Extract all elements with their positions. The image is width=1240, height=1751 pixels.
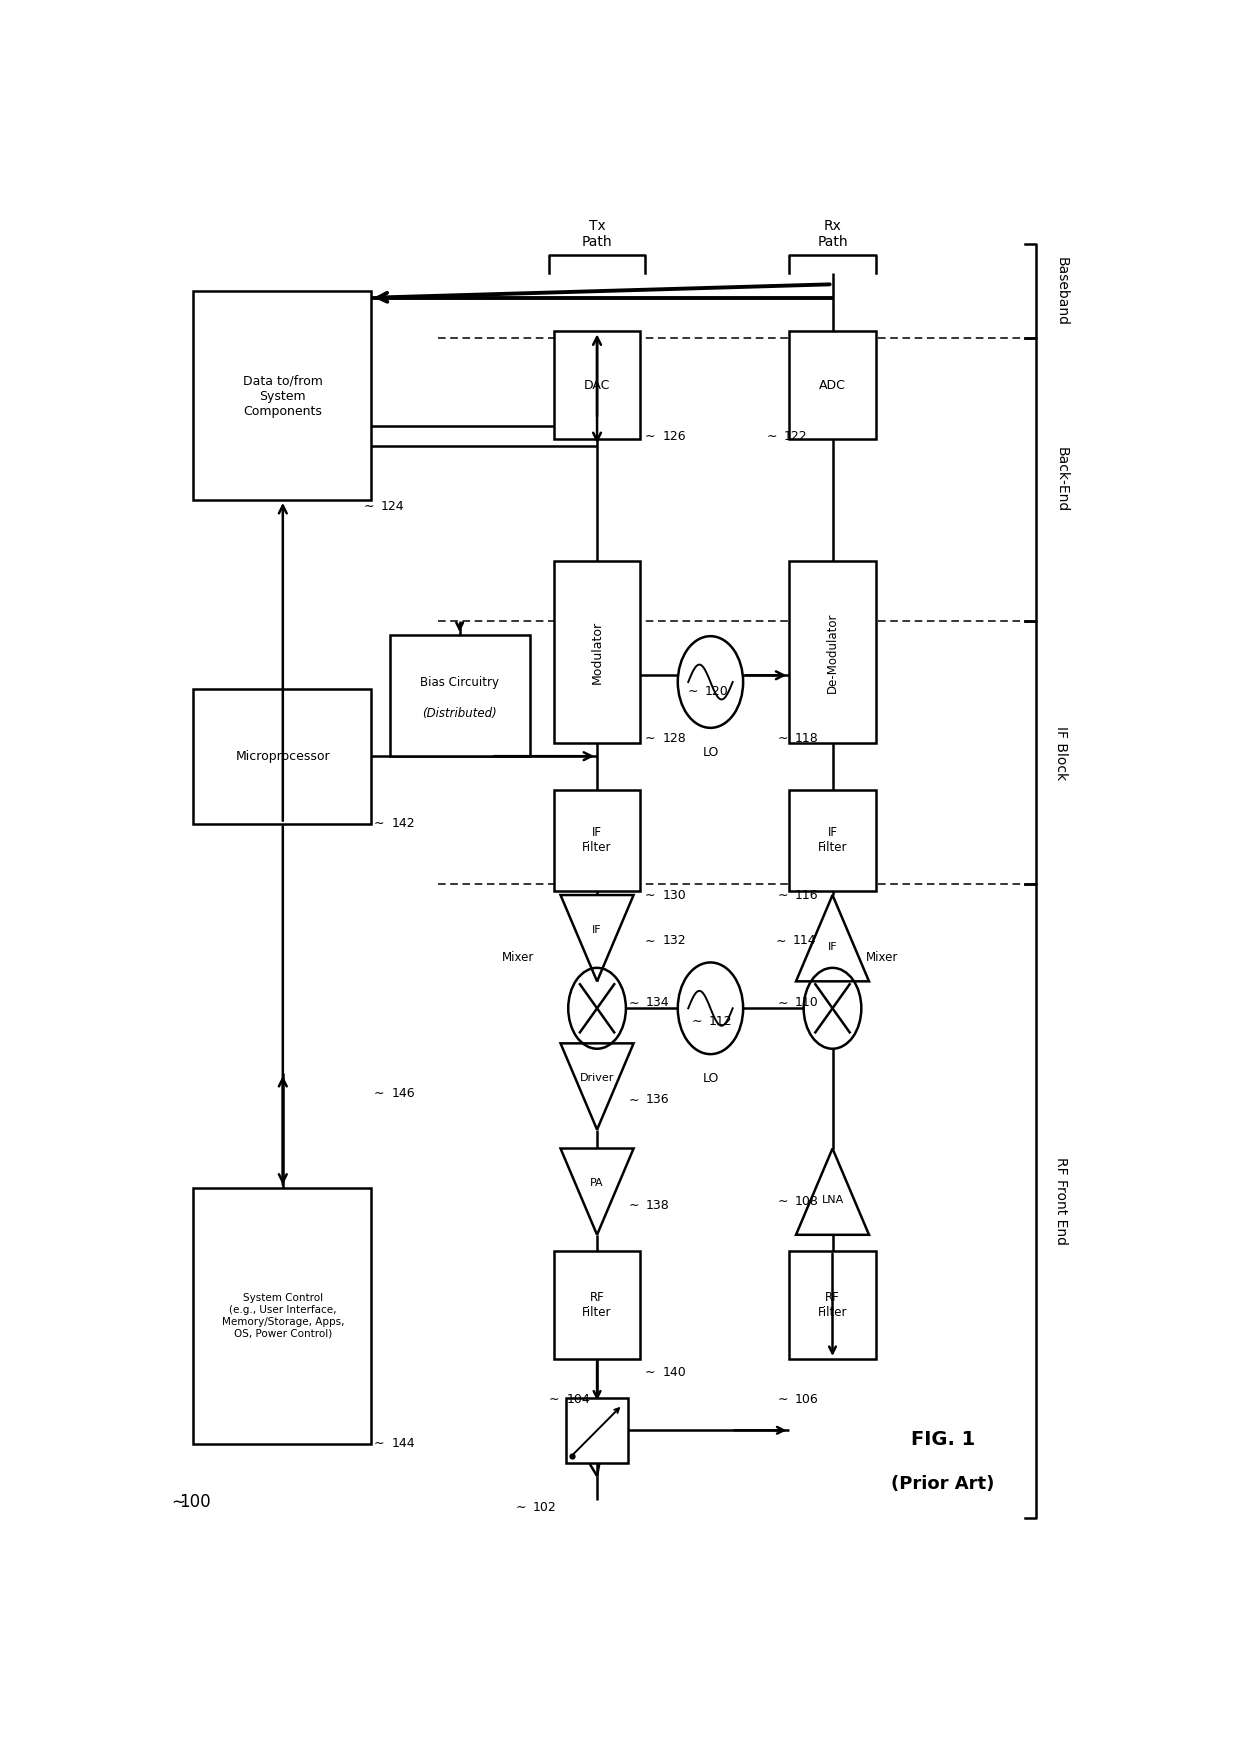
Text: PA: PA [590, 1178, 604, 1187]
FancyBboxPatch shape [193, 1187, 371, 1445]
Text: ADC: ADC [820, 378, 846, 392]
Text: IF
Filter: IF Filter [583, 826, 611, 854]
Text: RF
Filter: RF Filter [817, 1290, 847, 1319]
Text: 132: 132 [662, 935, 686, 947]
Text: 100: 100 [179, 1494, 211, 1511]
Text: Baseband: Baseband [1054, 256, 1068, 326]
Polygon shape [560, 1044, 634, 1129]
Text: 144: 144 [392, 1438, 415, 1450]
Text: LO: LO [702, 1072, 719, 1086]
FancyBboxPatch shape [789, 331, 875, 440]
Text: RF
Filter: RF Filter [583, 1290, 611, 1319]
FancyBboxPatch shape [789, 560, 875, 742]
Text: 126: 126 [662, 431, 686, 443]
Polygon shape [796, 1149, 869, 1234]
Text: 138: 138 [646, 1199, 670, 1212]
Text: 112: 112 [708, 1016, 732, 1028]
Text: ∼: ∼ [777, 888, 789, 902]
Text: ∼: ∼ [777, 732, 789, 746]
Text: LO: LO [702, 746, 719, 758]
Text: Bias Circuitry: Bias Circuitry [420, 676, 500, 688]
Text: Driver: Driver [580, 1073, 614, 1082]
Text: 118: 118 [795, 732, 818, 746]
Text: IF
Filter: IF Filter [817, 826, 847, 854]
Text: 122: 122 [784, 431, 807, 443]
Text: System Control
(e.g., User Interface,
Memory/Storage, Apps,
OS, Power Control): System Control (e.g., User Interface, Me… [222, 1294, 343, 1338]
Text: De-Modulator: De-Modulator [826, 613, 839, 693]
Polygon shape [796, 895, 869, 981]
Text: Mixer: Mixer [502, 951, 534, 963]
FancyBboxPatch shape [554, 560, 640, 742]
Text: ∼: ∼ [374, 1087, 384, 1100]
Text: Tx
Path: Tx Path [582, 219, 613, 249]
FancyBboxPatch shape [565, 1397, 629, 1462]
Text: ∼: ∼ [691, 1016, 702, 1028]
Text: Data to/from
System
Components: Data to/from System Components [243, 375, 322, 418]
Text: ∼: ∼ [776, 935, 786, 947]
Text: 136: 136 [646, 1093, 670, 1107]
Text: IF Block: IF Block [1054, 725, 1068, 779]
Text: ∼: ∼ [374, 1438, 384, 1450]
Text: 102: 102 [533, 1501, 557, 1513]
Text: 146: 146 [392, 1087, 415, 1100]
Text: ∼: ∼ [549, 1392, 559, 1406]
Polygon shape [560, 895, 634, 981]
Text: ∼: ∼ [645, 732, 656, 746]
Text: 130: 130 [662, 888, 686, 902]
Text: ∼: ∼ [629, 1199, 640, 1212]
Text: ∼: ∼ [645, 935, 656, 947]
Text: 108: 108 [795, 1194, 818, 1208]
Text: ∼: ∼ [516, 1501, 526, 1513]
Text: 114: 114 [794, 935, 817, 947]
Text: ∼: ∼ [777, 996, 789, 1009]
Text: 106: 106 [795, 1392, 818, 1406]
Text: 104: 104 [567, 1392, 590, 1406]
Text: ∼: ∼ [777, 1392, 789, 1406]
Text: ∼: ∼ [629, 1093, 640, 1107]
Text: 116: 116 [795, 888, 818, 902]
Text: 140: 140 [662, 1366, 686, 1378]
FancyBboxPatch shape [554, 1250, 640, 1359]
Text: ∼: ∼ [629, 996, 640, 1009]
Text: ∼: ∼ [777, 1194, 789, 1208]
Text: Microprocessor: Microprocessor [236, 749, 330, 763]
FancyBboxPatch shape [789, 790, 875, 891]
Polygon shape [560, 1149, 634, 1234]
Text: 120: 120 [704, 685, 728, 699]
Text: Mixer: Mixer [866, 951, 899, 963]
Text: DAC: DAC [584, 378, 610, 392]
Text: IF: IF [593, 925, 601, 935]
Text: 142: 142 [392, 818, 415, 830]
Text: ∼: ∼ [171, 1494, 185, 1511]
FancyBboxPatch shape [554, 790, 640, 891]
Text: Modulator: Modulator [590, 622, 604, 685]
Text: 124: 124 [381, 501, 404, 513]
Text: (Prior Art): (Prior Art) [892, 1476, 994, 1494]
FancyBboxPatch shape [789, 1250, 875, 1359]
Text: ∼: ∼ [374, 818, 384, 830]
Text: 128: 128 [662, 732, 686, 746]
Text: LNA: LNA [821, 1196, 843, 1205]
Text: ∼: ∼ [645, 1366, 656, 1378]
Text: RF Front End: RF Front End [1054, 1157, 1068, 1245]
FancyBboxPatch shape [391, 636, 529, 756]
FancyBboxPatch shape [554, 331, 640, 440]
FancyBboxPatch shape [193, 688, 371, 823]
Text: (Distributed): (Distributed) [423, 706, 497, 720]
Text: 134: 134 [646, 996, 670, 1009]
Text: 110: 110 [795, 996, 818, 1009]
Text: ∼: ∼ [645, 431, 656, 443]
Text: FIG. 1: FIG. 1 [911, 1431, 975, 1450]
Text: IF: IF [827, 942, 837, 953]
Text: ∼: ∼ [363, 501, 374, 513]
Text: Rx
Path: Rx Path [817, 219, 848, 249]
Text: ∼: ∼ [766, 431, 776, 443]
Text: ∼: ∼ [687, 685, 698, 699]
FancyBboxPatch shape [193, 291, 371, 501]
Text: Back-End: Back-End [1054, 447, 1068, 513]
Text: ∼: ∼ [645, 888, 656, 902]
